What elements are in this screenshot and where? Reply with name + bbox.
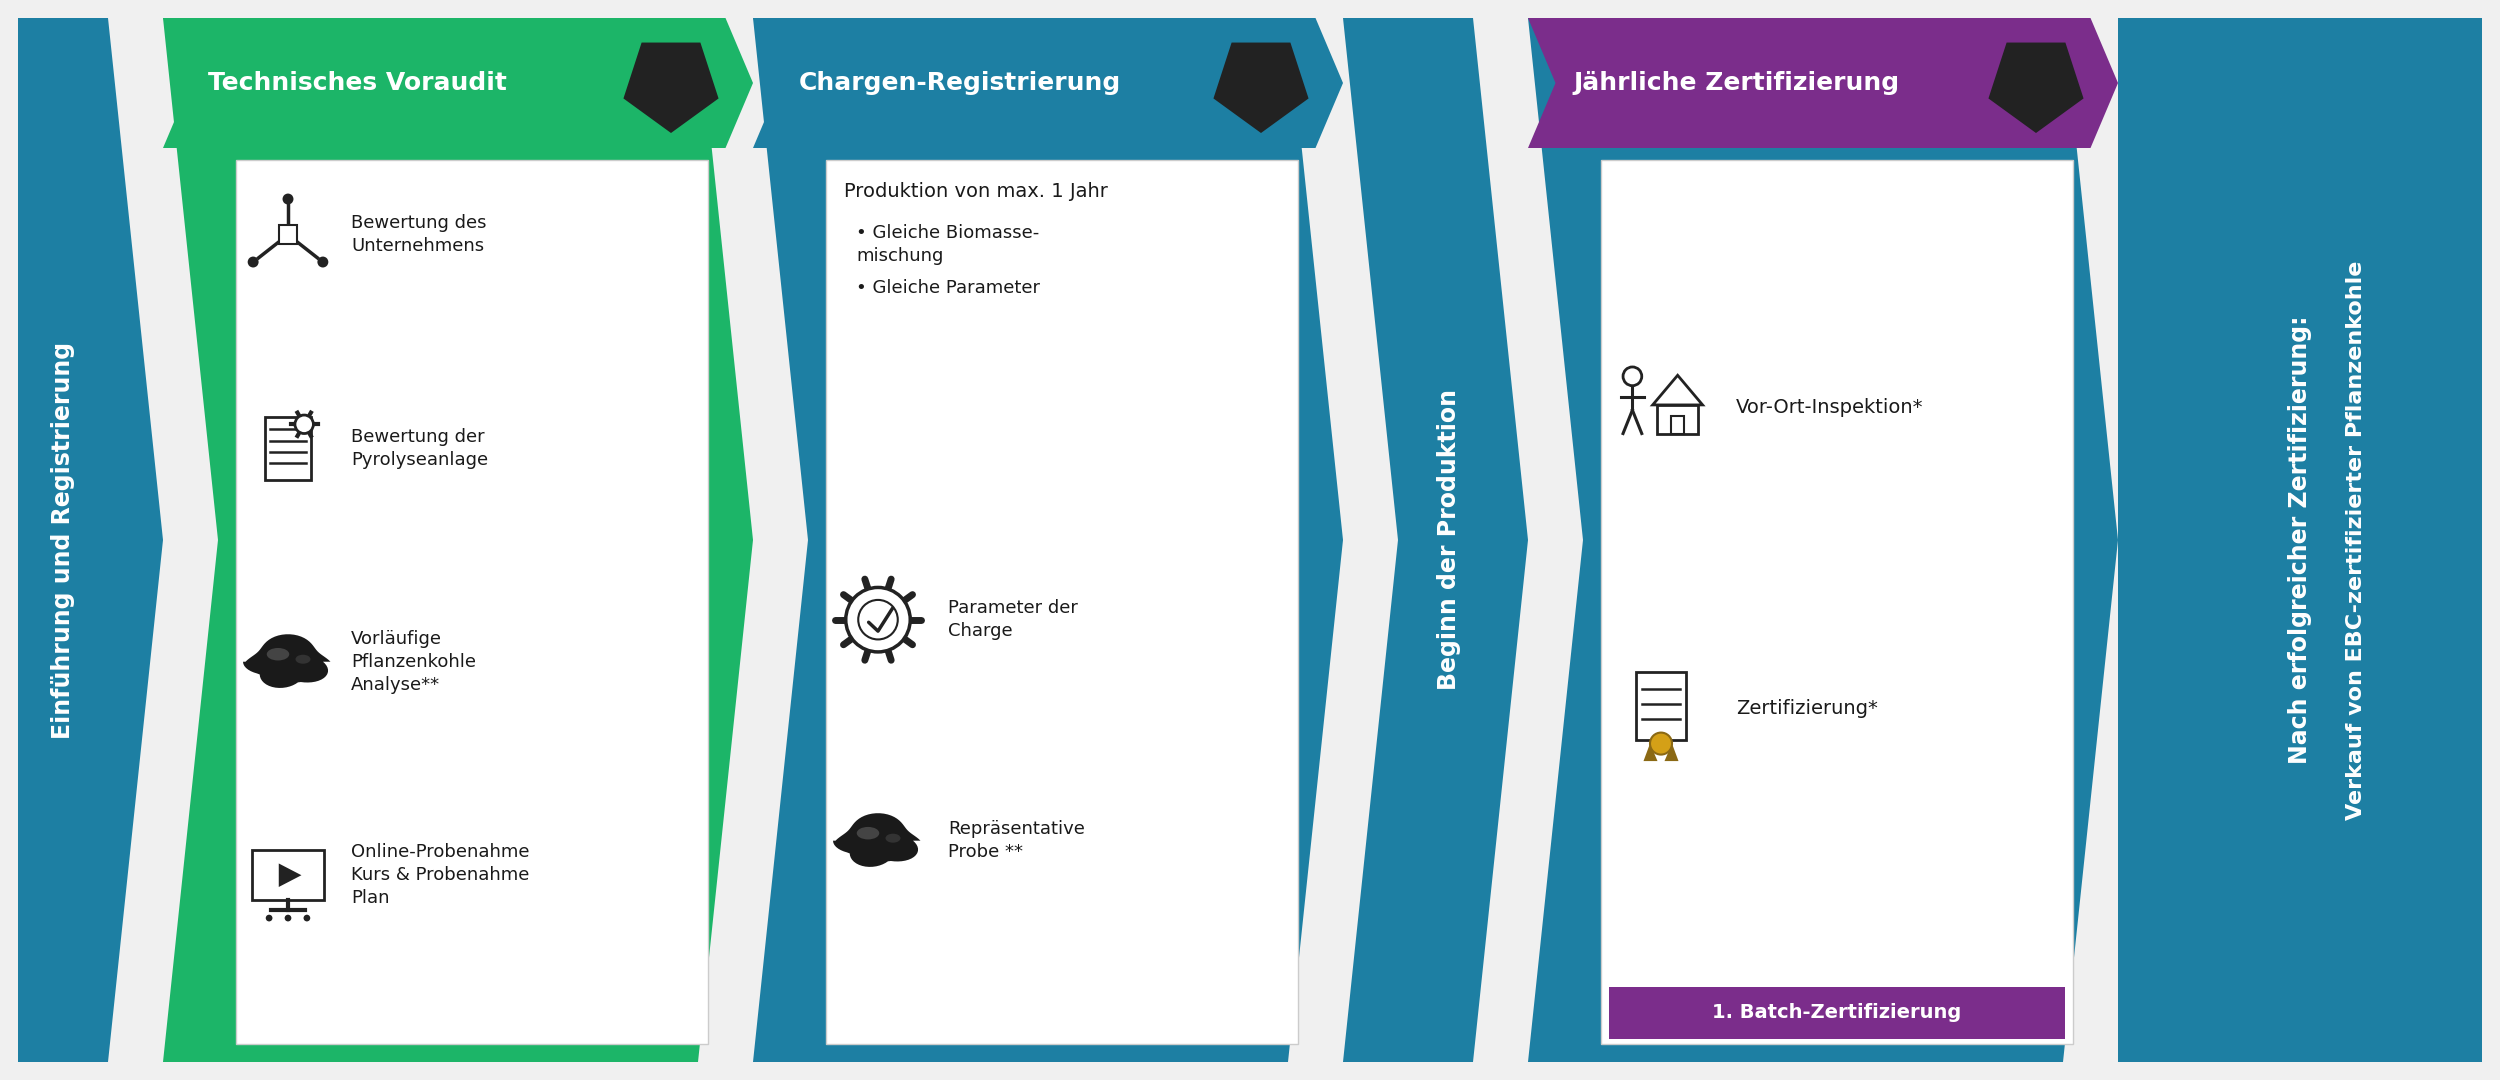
Circle shape [248,257,258,268]
Text: Jährliche Zertifizierung: Jährliche Zertifizierung [1572,71,1900,95]
Polygon shape [1665,743,1678,761]
Polygon shape [752,18,1342,1062]
Circle shape [858,599,898,639]
Text: Chargen-Registrierung: Chargen-Registrierung [798,71,1120,95]
Bar [1600,160,2072,1044]
Bar [235,160,708,1044]
Circle shape [265,915,272,921]
Polygon shape [1212,42,1308,133]
Text: Verkauf von EBC-zertifizierter Pflanzenkohle: Verkauf von EBC-zertifizierter Pflanzenk… [2345,260,2365,820]
Circle shape [282,193,292,204]
Circle shape [318,257,328,268]
Text: Einführung und Registrierung: Einführung und Registrierung [50,341,75,739]
Text: • Gleiche Parameter: • Gleiche Parameter [855,279,1040,297]
Text: Repräsentative
Probe **: Repräsentative Probe ** [948,820,1085,861]
Polygon shape [18,18,162,1062]
Ellipse shape [295,654,310,664]
Polygon shape [1652,375,1702,405]
Text: Technisches Voraudit: Technisches Voraudit [208,71,508,95]
Polygon shape [280,864,302,887]
Bar [1635,672,1685,740]
Polygon shape [752,18,1342,148]
Text: • Gleiche Biomasse-
mischung: • Gleiche Biomasse- mischung [855,224,1040,265]
Polygon shape [1642,743,1658,761]
Polygon shape [1988,42,2082,133]
Polygon shape [2118,18,2482,1062]
Bar [265,417,310,480]
Polygon shape [1342,18,1528,1062]
Polygon shape [1528,18,2118,1062]
Text: Bewertung der
Pyrolyseanlage: Bewertung der Pyrolyseanlage [350,428,488,469]
Text: Bewertung des
Unternehmens: Bewertung des Unternehmens [350,214,488,255]
Bar [825,160,1298,1044]
Circle shape [295,415,312,433]
Ellipse shape [858,827,880,839]
Bar [1658,405,1698,433]
Bar [1670,417,1685,433]
Circle shape [845,588,910,652]
Circle shape [302,915,310,921]
Bar [1610,987,2065,1039]
Ellipse shape [885,834,900,842]
Polygon shape [242,634,330,688]
Text: Zertifizierung*: Zertifizierung* [1735,699,1878,717]
Text: Produktion von max. 1 Jahr: Produktion von max. 1 Jahr [845,183,1108,201]
Bar [280,226,298,244]
Polygon shape [622,42,718,133]
Text: Parameter der
Charge: Parameter der Charge [948,599,1078,640]
Text: Beginn der Produktion: Beginn der Produktion [1438,390,1460,690]
Polygon shape [832,813,920,867]
Circle shape [285,915,292,921]
Bar [253,850,322,901]
Circle shape [282,229,292,240]
Polygon shape [162,18,752,148]
Circle shape [1622,367,1642,386]
Ellipse shape [268,648,290,661]
Polygon shape [162,18,752,1062]
Text: Nach erfolgreicher Zertifizierung:: Nach erfolgreicher Zertifizierung: [2288,315,2312,765]
Text: 1. Batch-Zertifizierung: 1. Batch-Zertifizierung [1713,1003,1963,1023]
Circle shape [1650,732,1672,755]
Text: Online-Probenahme
Kurs & Probenahme
Plan: Online-Probenahme Kurs & Probenahme Plan [350,843,530,907]
Polygon shape [1528,18,2118,148]
Text: Vorläufige
Pflanzenkohle
Analyse**: Vorläufige Pflanzenkohle Analyse** [350,630,475,693]
Text: Vor-Ort-Inspektion*: Vor-Ort-Inspektion* [1735,399,1922,417]
